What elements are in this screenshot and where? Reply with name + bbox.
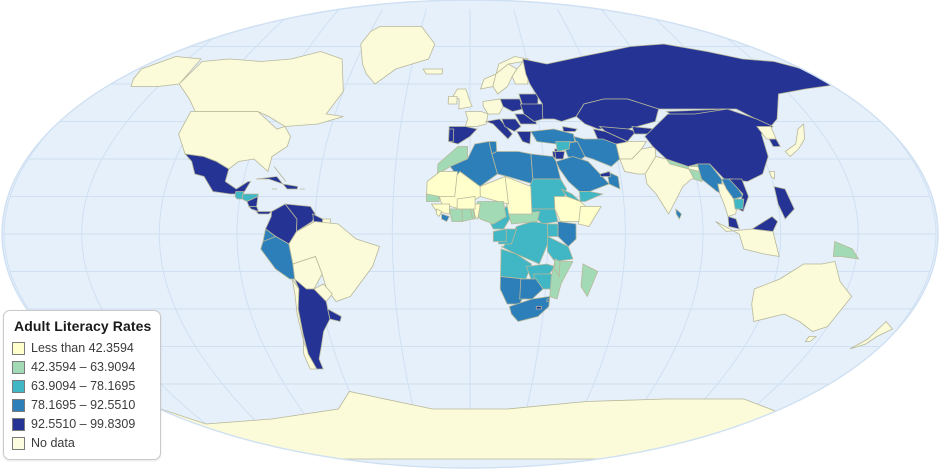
country-senegal[interactable] xyxy=(425,193,440,202)
country-sierraleone[interactable] xyxy=(436,208,443,218)
country-burkinafaso[interactable] xyxy=(456,196,476,210)
country-malaysia[interactable] xyxy=(727,215,740,230)
legend-swatch-bin-2 xyxy=(12,379,25,393)
country-greenland[interactable] xyxy=(360,26,436,85)
country-turkey[interactable] xyxy=(530,128,576,145)
legend-title: Adult Literacy Rates xyxy=(14,318,152,334)
country-argentina[interactable] xyxy=(294,278,331,370)
country-greece[interactable] xyxy=(516,131,532,145)
country-syria[interactable] xyxy=(555,141,571,152)
country-australia[interactable] xyxy=(751,261,853,332)
country-japan[interactable] xyxy=(784,123,806,158)
country-gabon[interactable] xyxy=(492,228,507,242)
country-lebanon[interactable] xyxy=(554,148,558,152)
country-guatemala[interactable] xyxy=(234,191,244,200)
country-yemen[interactable] xyxy=(578,191,604,202)
legend-swatch-bin-0 xyxy=(12,341,25,355)
country-iceland[interactable] xyxy=(422,68,444,75)
legend-item-bin-1[interactable]: 42.3594 – 63.9094 xyxy=(12,358,152,376)
country-uruguay[interactable] xyxy=(327,308,342,322)
country-ireland[interactable] xyxy=(447,96,458,105)
country-poland[interactable] xyxy=(499,98,524,112)
country-saudiarabia[interactable] xyxy=(555,156,610,192)
country-balkans[interactable] xyxy=(501,118,522,132)
legend-label-bin-0: Less than 42.3594 xyxy=(31,340,134,355)
legend-swatch-bin-4 xyxy=(12,417,25,431)
country-liberia[interactable] xyxy=(441,213,450,223)
legend-swatch-bin-1 xyxy=(12,360,25,374)
country-uganda[interactable] xyxy=(547,223,559,237)
country-canada[interactable] xyxy=(178,51,344,127)
country-northkorea[interactable] xyxy=(756,126,777,140)
legend-label-no-data: No data xyxy=(31,435,75,450)
country-georgia[interactable] xyxy=(561,126,578,132)
country-portugal[interactable] xyxy=(448,128,455,142)
country-madagascar[interactable] xyxy=(580,263,599,298)
legend-label-bin-4: 92.5510 – 99.8309 xyxy=(31,416,136,431)
country-cuba[interactable] xyxy=(256,176,285,185)
country-uzbekistan[interactable] xyxy=(598,125,637,142)
legend-label-bin-1: 42.3594 – 63.9094 xyxy=(31,359,136,374)
country-cambodia[interactable] xyxy=(733,198,745,210)
country-malawi[interactable] xyxy=(554,258,561,278)
landmasses xyxy=(98,26,894,460)
country-philippines[interactable] xyxy=(773,185,795,220)
country-mexico[interactable] xyxy=(184,153,252,195)
country-lesotho[interactable] xyxy=(535,306,542,310)
country-bahamas[interactable] xyxy=(273,166,287,182)
country-bangladesh[interactable] xyxy=(688,168,703,183)
country-guinea[interactable] xyxy=(430,203,450,215)
country-somalia[interactable] xyxy=(578,206,602,227)
country-tasmania[interactable] xyxy=(804,336,818,342)
country-tanzania[interactable] xyxy=(546,235,574,262)
country-china[interactable] xyxy=(644,108,774,182)
legend-swatch-no-data xyxy=(12,436,25,450)
legend-label-bin-3: 78.1695 – 92.5510 xyxy=(31,397,136,412)
country-southafrica[interactable] xyxy=(508,296,551,322)
legend-item-bin-3[interactable]: 78.1695 – 92.5510 xyxy=(12,396,152,414)
legend-item-bin-2[interactable]: 63.9094 – 78.1695 xyxy=(12,377,152,395)
country-ivorycoast[interactable] xyxy=(448,208,463,222)
country-papuanewguinea[interactable] xyxy=(832,240,860,260)
country-jordan[interactable] xyxy=(554,151,566,160)
country-indonesia[interactable] xyxy=(715,221,780,257)
map-legend: Adult Literacy Rates Less than 42.3594 4… xyxy=(3,310,161,460)
country-botswana[interactable] xyxy=(519,278,544,300)
country-egypt[interactable] xyxy=(530,153,562,180)
country-france[interactable] xyxy=(464,111,489,127)
country-newzealand[interactable] xyxy=(849,320,894,350)
country-venezuela[interactable] xyxy=(284,203,316,233)
country-italy[interactable] xyxy=(484,118,513,140)
country-swaziland[interactable] xyxy=(546,298,551,302)
country-alaska[interactable] xyxy=(130,56,202,87)
country-panama[interactable] xyxy=(255,211,273,215)
country-hispaniola[interactable] xyxy=(281,183,299,190)
legend-label-bin-2: 63.9094 – 78.1695 xyxy=(31,378,136,393)
legend-item-bin-0[interactable]: Less than 42.3594 xyxy=(12,339,152,357)
country-eritrea[interactable] xyxy=(561,188,581,202)
country-srilanka[interactable] xyxy=(675,208,682,220)
country-uae[interactable] xyxy=(599,171,611,177)
country-taiwan[interactable] xyxy=(768,171,775,180)
legend-item-bin-4[interactable]: 92.5510 – 99.8309 xyxy=(12,415,152,433)
country-kazakhstan[interactable] xyxy=(575,98,660,130)
legend-item-no-data[interactable]: No data xyxy=(12,434,152,452)
legend-swatch-bin-3 xyxy=(12,398,25,412)
